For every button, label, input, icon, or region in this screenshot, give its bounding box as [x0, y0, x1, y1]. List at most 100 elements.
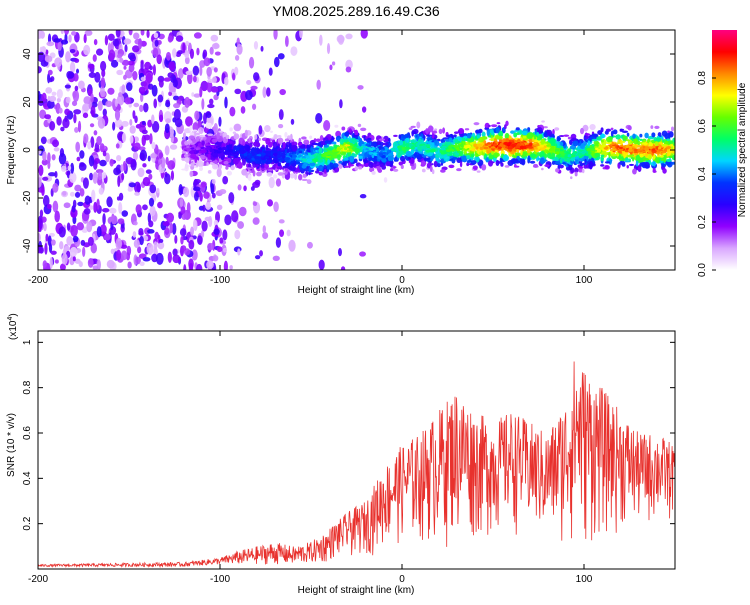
spectrogram-noise-blob: [259, 250, 263, 257]
spectrogram-ridge-blob: [493, 152, 499, 158]
spectrogram-noise-blob: [345, 66, 352, 73]
spectrogram-noise-blob: [125, 157, 134, 165]
spectrogram-noise-blob: [100, 60, 107, 72]
spectrogram-noise-blob: [234, 66, 239, 76]
spectrogram-core-blob: [503, 141, 509, 145]
spectrogram-noise-blob: [178, 184, 183, 196]
spectrogram-ridge-blob: [263, 163, 270, 169]
spectrogram-noise-blob: [211, 178, 216, 185]
spectrogram-noise-blob: [145, 169, 152, 174]
spectrogram-core-blob: [183, 147, 188, 150]
spectrogram-noise-blob: [123, 38, 132, 45]
spectrogram-ridge-blob: [301, 150, 305, 155]
spectrogram-noise-blob: [121, 172, 125, 181]
spectrogram-noise-blob: [114, 118, 123, 128]
spectrogram-noise-blob: [44, 55, 53, 63]
spectrogram-noise-blob: [128, 103, 132, 108]
spectrogram-noise-blob: [219, 237, 224, 244]
spectrogram-ridge-blob: [291, 141, 298, 146]
spectrogram-noise-blob: [177, 68, 184, 79]
spectrogram-ridge-blob: [212, 152, 218, 158]
spectrogram-ridge-blob: [570, 176, 573, 180]
spectrogram-ridge-blob: [648, 141, 653, 148]
spectrogram-noise-blob: [339, 99, 343, 109]
spectrogram-core-blob: [589, 146, 595, 150]
spectrogram-ridge-blob: [515, 127, 520, 131]
spectrogram-core-blob: [239, 150, 245, 154]
spectrogram-core-blob: [601, 145, 606, 148]
spectrogram-noise-blob: [237, 221, 245, 229]
spectrogram-ridge-blob: [433, 160, 438, 168]
spectrogram-noise-blob: [172, 78, 178, 88]
spectrogram-ridge-blob: [661, 144, 668, 147]
spectrogram-core-blob: [398, 147, 402, 152]
spectrogram-noise-blob: [273, 56, 280, 68]
spectrogram-ridge-blob: [207, 153, 211, 160]
spectrogram-ridge-blob: [454, 131, 459, 135]
spectrogram-ridge-blob: [318, 147, 323, 154]
spectrogram-noise-blob: [116, 154, 122, 162]
spectrogram-noise-blob: [105, 100, 113, 108]
spectrogram-core-blob: [449, 148, 454, 152]
spectrogram-ridge-blob: [188, 135, 195, 140]
spectrogram-ridge-blob: [207, 122, 213, 129]
spectrogram-noise-blob: [120, 244, 128, 249]
spectrogram-ridge-blob: [201, 140, 205, 146]
spectrogram-noise-blob: [48, 172, 56, 177]
spectrogram-ridge-blob: [314, 143, 321, 146]
spectrogram-noise-blob: [147, 155, 151, 162]
spectrogram-ridge-blob: [190, 162, 195, 167]
spectrogram-noise-blob: [264, 124, 271, 133]
spectrogram-ridge-blob: [237, 161, 243, 169]
spectrogram-noise-blob: [67, 165, 72, 171]
spectrogram-noise-blob: [149, 184, 157, 194]
spectrogram-ridge-blob: [341, 162, 347, 166]
spectrogram-ridge-blob: [184, 140, 189, 146]
spectrogram-noise-blob: [222, 247, 227, 253]
spectrogram-noise-blob: [158, 79, 164, 88]
spectrogram-noise-blob: [74, 191, 81, 198]
spectrogram-ridge-blob: [385, 161, 391, 167]
spectrogram-noise-blob: [110, 248, 115, 255]
snr-y-label: SNR (10 * v/v): [6, 413, 17, 477]
spectrogram-noise-blob: [267, 199, 274, 207]
spectrogram-noise-blob: [80, 239, 86, 246]
spectrogram-ridge-blob: [431, 132, 435, 139]
spectrogram-noise-blob: [254, 255, 261, 260]
spectrogram-noise-blob: [69, 191, 75, 197]
spectrogram-ridge-blob: [600, 127, 604, 133]
spectrogram-noise-blob: [207, 242, 214, 251]
spectrogram-ridge-blob: [609, 148, 613, 152]
spectrogram-noise-blob: [211, 192, 216, 199]
spectrogram-noise-blob: [47, 235, 52, 247]
spectrogram-noise-blob: [82, 177, 89, 189]
spectrogram-ridge-blob: [484, 127, 487, 130]
spectrogram-noise-blob: [240, 106, 246, 114]
spectrogram-noise-blob: [52, 182, 59, 193]
spectrogram-noise-blob: [203, 57, 211, 67]
spectrogram-noise-blob: [90, 105, 96, 117]
spectrogram-noise-blob: [58, 107, 63, 114]
spectrogram-ridge-blob: [466, 155, 471, 160]
spectrogram-noise-blob: [290, 46, 298, 56]
spectrogram-core-blob: [647, 150, 653, 154]
spectrogram-ridge-blob: [505, 120, 509, 127]
spectrogram-noise-blob: [158, 238, 164, 243]
spectrogram-ridge-blob: [272, 141, 278, 148]
spectrogram-ridge-blob: [330, 162, 334, 170]
spectrogram-noise-blob: [127, 261, 132, 269]
spectrogram-ridge-blob: [431, 142, 435, 148]
spectrogram-noise-blob: [68, 34, 72, 43]
spectrogram-ridge-blob: [348, 128, 352, 133]
spectrogram-core-blob: [516, 143, 521, 146]
spectrogram-noise-blob: [210, 87, 219, 93]
spectrogram-ridge-blob: [357, 123, 362, 128]
spectrogram-ridge-blob: [465, 138, 469, 141]
spectrogram-ridge-blob: [413, 152, 421, 158]
spectrogram-noise-blob: [234, 229, 241, 240]
spectrogram-ridge-blob: [382, 142, 389, 146]
spectrogram-noise-blob: [88, 155, 95, 167]
spectrogram-noise-blob: [92, 54, 97, 62]
spectrogram-y-tick-label: -40: [22, 238, 33, 253]
spectrogram-noise-blob: [129, 119, 133, 126]
